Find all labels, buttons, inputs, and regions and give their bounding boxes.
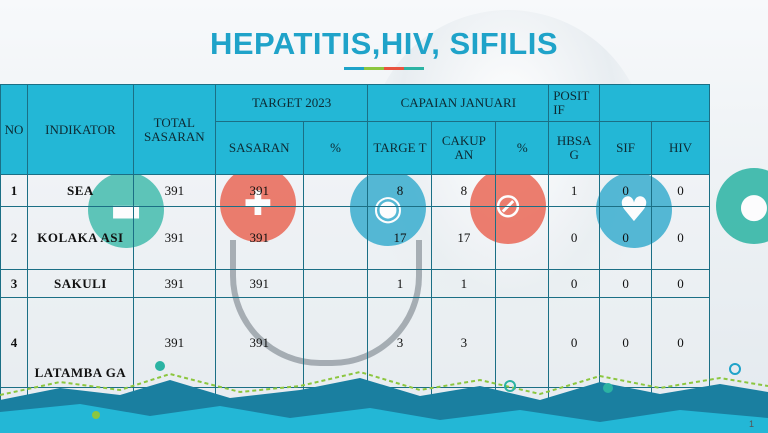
table-row: 2 KOLAKA ASI 391 391 17 17 0 0 0 <box>0 206 710 270</box>
row-cakupan: 8 <box>431 174 497 207</box>
title-underline <box>344 67 424 70</box>
data-table: NO INDIKATOR TOTAL SASARAN TARGET 2023 C… <box>0 84 710 428</box>
apple-icon: ● <box>716 168 768 244</box>
row-total: 391 <box>132 297 216 388</box>
row-target: 17 <box>367 206 433 270</box>
row-sif: 0 <box>599 206 653 270</box>
row-indikator: LATAMBA GA <box>26 297 134 388</box>
row-sasaran: 391 <box>214 297 304 388</box>
row-sif: 0 <box>599 297 653 388</box>
table-row: 4 LATAMBA GA 391 391 3 3 0 0 0 <box>0 297 710 388</box>
header-hbsag: HBSA G <box>548 121 601 175</box>
row-cakupan: 17 <box>431 206 497 270</box>
row-no: 1 <box>0 174 28 207</box>
row-pct2 <box>495 269 550 298</box>
header-pct-target: % <box>302 121 369 175</box>
row-indikator: SEA <box>26 174 134 207</box>
header-total-sasaran: TOTAL SASARAN <box>132 84 216 175</box>
row-target: 8 <box>367 174 433 207</box>
row-hbsag: 0 <box>548 297 601 388</box>
row-pct2 <box>495 174 550 207</box>
row-sasaran: 391 <box>214 269 304 298</box>
header-positif: POSIT IF <box>548 84 601 122</box>
table-row: 3 SAKULI 391 391 1 1 0 0 0 <box>0 269 710 298</box>
row-pct1 <box>302 174 369 207</box>
row-pct1 <box>302 269 369 298</box>
slide-title: HEPATITIS,HIV, SIFILIS <box>209 26 559 61</box>
row-total: 391 <box>132 269 216 298</box>
row-hiv: 0 <box>651 174 710 207</box>
row-hbsag: 0 <box>548 269 601 298</box>
row-pct1 <box>302 206 369 270</box>
row-sif: 0 <box>599 174 653 207</box>
row-total: 391 <box>132 174 216 207</box>
row-pct2 <box>495 297 550 388</box>
row-target: 3 <box>367 297 433 388</box>
header-capaian-januari: CAPAIAN JANUARI <box>367 84 550 122</box>
row-hbsag: 0 <box>548 206 601 270</box>
header-hiv: HIV <box>651 121 710 175</box>
row-pct2 <box>495 206 550 270</box>
header-pct-capaian: % <box>495 121 550 175</box>
row-hiv: 0 <box>651 206 710 270</box>
header-indikator: INDIKATOR <box>26 84 134 175</box>
row-cakupan: 3 <box>431 297 497 388</box>
row-indikator: KOLAKA ASI <box>26 206 134 270</box>
row-hiv: 0 <box>651 297 710 388</box>
header-cakupan: CAKUP AN <box>431 121 497 175</box>
decorative-wave-footer <box>0 361 768 433</box>
header-sif: SIF <box>599 121 653 175</box>
row-no: 2 <box>0 206 28 270</box>
row-sasaran: 391 <box>214 174 304 207</box>
header-target-2023: TARGET 2023 <box>214 84 369 122</box>
row-sif: 0 <box>599 269 653 298</box>
row-cakupan: 1 <box>431 269 497 298</box>
row-no: 3 <box>0 269 28 298</box>
table-row: 1 SEA 391 391 8 8 1 0 0 <box>0 174 710 207</box>
header-no: NO <box>0 84 28 175</box>
header-sasaran: SASARAN <box>214 121 304 175</box>
page-number: 1 <box>748 419 754 429</box>
row-hiv: 0 <box>651 269 710 298</box>
row-total: 391 <box>132 206 216 270</box>
row-sasaran: 391 <box>214 206 304 270</box>
header-blank <box>599 84 710 122</box>
header-target: TARGE T <box>367 121 433 175</box>
row-indikator: SAKULI <box>26 269 134 298</box>
row-target: 1 <box>367 269 433 298</box>
row-hbsag: 1 <box>548 174 601 207</box>
